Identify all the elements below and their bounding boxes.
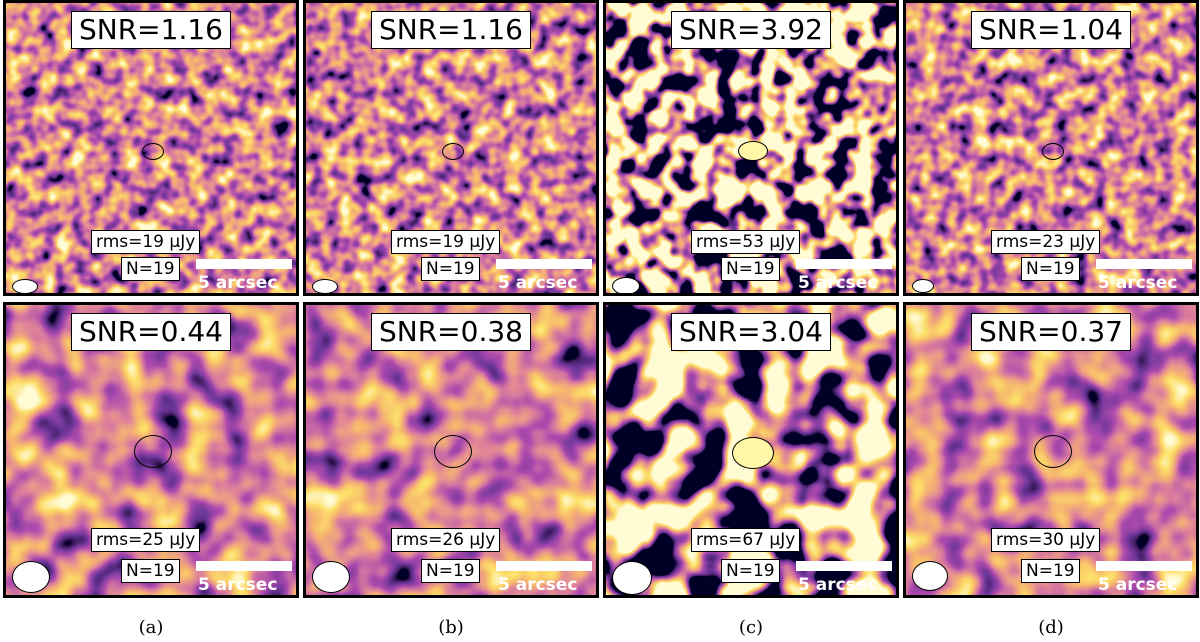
source-aperture	[134, 435, 172, 468]
n-label: N=19	[1021, 559, 1080, 583]
rms-label: rms=19 μJy	[91, 230, 201, 254]
n-label: N=19	[421, 559, 480, 583]
snr-label: SNR=1.04	[971, 11, 1131, 49]
caption-b: (b)	[438, 617, 464, 638]
n-label: N=19	[121, 257, 180, 281]
scale-bar	[496, 259, 592, 269]
beam-ellipse	[12, 279, 38, 293]
n-label: N=19	[721, 257, 780, 281]
scale-bar-label: 5 arcsec	[198, 273, 278, 293]
stack-panel-b-top: SNR=1.16 rms=19 μJy N=19 5 arcsec	[303, 0, 599, 296]
n-label: N=19	[721, 559, 780, 583]
scale-bar	[1096, 561, 1192, 571]
scale-bar-label: 5 arcsec	[498, 273, 578, 293]
scale-bar-label: 5 arcsec	[198, 575, 278, 595]
source-aperture	[1042, 143, 1064, 160]
stack-panel-c-top: SNR=3.92 rms=53 μJy N=19 5 arcsec	[603, 0, 899, 296]
snr-label: SNR=1.16	[71, 11, 231, 49]
stack-panel-b-bottom: SNR=0.38 rms=26 μJy N=19 5 arcsec	[303, 302, 599, 598]
source-aperture	[738, 141, 768, 161]
beam-ellipse	[612, 561, 652, 595]
n-label: N=19	[121, 559, 180, 583]
snr-label: SNR=3.04	[671, 313, 831, 351]
snr-label: SNR=3.92	[671, 11, 831, 49]
scale-bar	[796, 259, 892, 269]
scale-bar-label: 5 arcsec	[498, 575, 578, 595]
rms-label: rms=25 μJy	[91, 528, 201, 552]
rms-label: rms=26 μJy	[391, 528, 501, 552]
scale-bar-label: 5 arcsec	[798, 575, 878, 595]
stack-panel-d-top: SNR=1.04 rms=23 μJy N=19 5 arcsec	[903, 0, 1199, 296]
scale-bar	[796, 561, 892, 571]
source-aperture	[732, 437, 774, 469]
rms-label: rms=30 μJy	[991, 528, 1101, 552]
scale-bar	[196, 259, 292, 269]
source-aperture	[1034, 435, 1072, 468]
scale-bar-label: 5 arcsec	[798, 273, 878, 293]
beam-ellipse	[312, 279, 338, 293]
stack-panel-a-top: SNR=1.16 rms=19 μJy N=19 5 arcsec	[3, 0, 299, 296]
beam-ellipse	[912, 279, 934, 293]
stack-panel-d-bottom: SNR=0.37 rms=30 μJy N=19 5 arcsec	[903, 302, 1199, 598]
stack-panel-a-bottom: SNR=0.44 rms=25 μJy N=19 5 arcsec	[3, 302, 299, 598]
scale-bar-label: 5 arcsec	[1098, 575, 1178, 595]
source-aperture	[434, 435, 472, 468]
rms-label: rms=23 μJy	[991, 230, 1101, 254]
beam-ellipse	[12, 561, 50, 593]
scale-bar-label: 5 arcsec	[1098, 273, 1178, 293]
beam-ellipse	[312, 561, 350, 593]
rms-label: rms=53 μJy	[691, 230, 801, 254]
rms-label: rms=19 μJy	[391, 230, 501, 254]
snr-label: SNR=0.44	[71, 313, 231, 351]
snr-label: SNR=0.37	[971, 313, 1131, 351]
n-label: N=19	[1021, 257, 1080, 281]
caption-a: (a)	[138, 617, 164, 638]
stack-panel-c-bottom: SNR=3.04 rms=67 μJy N=19 5 arcsec	[603, 302, 899, 598]
scale-bar	[196, 561, 292, 571]
beam-ellipse	[612, 277, 640, 293]
source-aperture	[142, 143, 164, 160]
scale-bar	[1096, 259, 1192, 269]
n-label: N=19	[421, 257, 480, 281]
rms-label: rms=67 μJy	[691, 528, 801, 552]
snr-label: SNR=1.16	[371, 11, 531, 49]
source-aperture	[442, 143, 464, 160]
beam-ellipse	[912, 561, 948, 591]
caption-d: (d)	[1038, 617, 1064, 638]
snr-label: SNR=0.38	[371, 313, 531, 351]
caption-c: (c)	[738, 617, 764, 638]
scale-bar	[496, 561, 592, 571]
